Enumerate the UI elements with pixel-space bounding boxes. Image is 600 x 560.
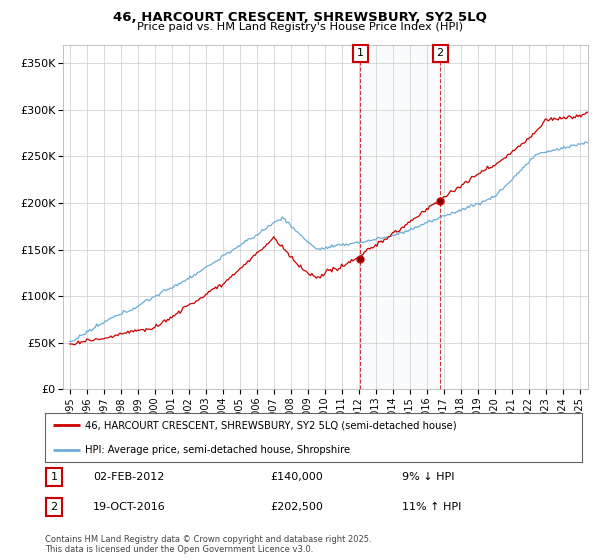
Text: £140,000: £140,000 (270, 472, 323, 482)
Text: 9% ↓ HPI: 9% ↓ HPI (402, 472, 455, 482)
Text: 2: 2 (50, 502, 58, 512)
Text: HPI: Average price, semi-detached house, Shropshire: HPI: Average price, semi-detached house,… (85, 445, 350, 455)
Text: £202,500: £202,500 (270, 502, 323, 512)
Text: 46, HARCOURT CRESCENT, SHREWSBURY, SY2 5LQ: 46, HARCOURT CRESCENT, SHREWSBURY, SY2 5… (113, 11, 487, 24)
Text: 11% ↑ HPI: 11% ↑ HPI (402, 502, 461, 512)
Text: 46, HARCOURT CRESCENT, SHREWSBURY, SY2 5LQ (semi-detached house): 46, HARCOURT CRESCENT, SHREWSBURY, SY2 5… (85, 421, 457, 431)
Text: 02-FEB-2012: 02-FEB-2012 (93, 472, 164, 482)
Text: Contains HM Land Registry data © Crown copyright and database right 2025.
This d: Contains HM Land Registry data © Crown c… (45, 535, 371, 554)
Text: Price paid vs. HM Land Registry's House Price Index (HPI): Price paid vs. HM Land Registry's House … (137, 22, 463, 32)
Text: 19-OCT-2016: 19-OCT-2016 (93, 502, 166, 512)
Text: 1: 1 (356, 48, 364, 58)
Text: 1: 1 (50, 472, 58, 482)
Text: 2: 2 (437, 48, 444, 58)
Bar (360, 45, 440, 389)
